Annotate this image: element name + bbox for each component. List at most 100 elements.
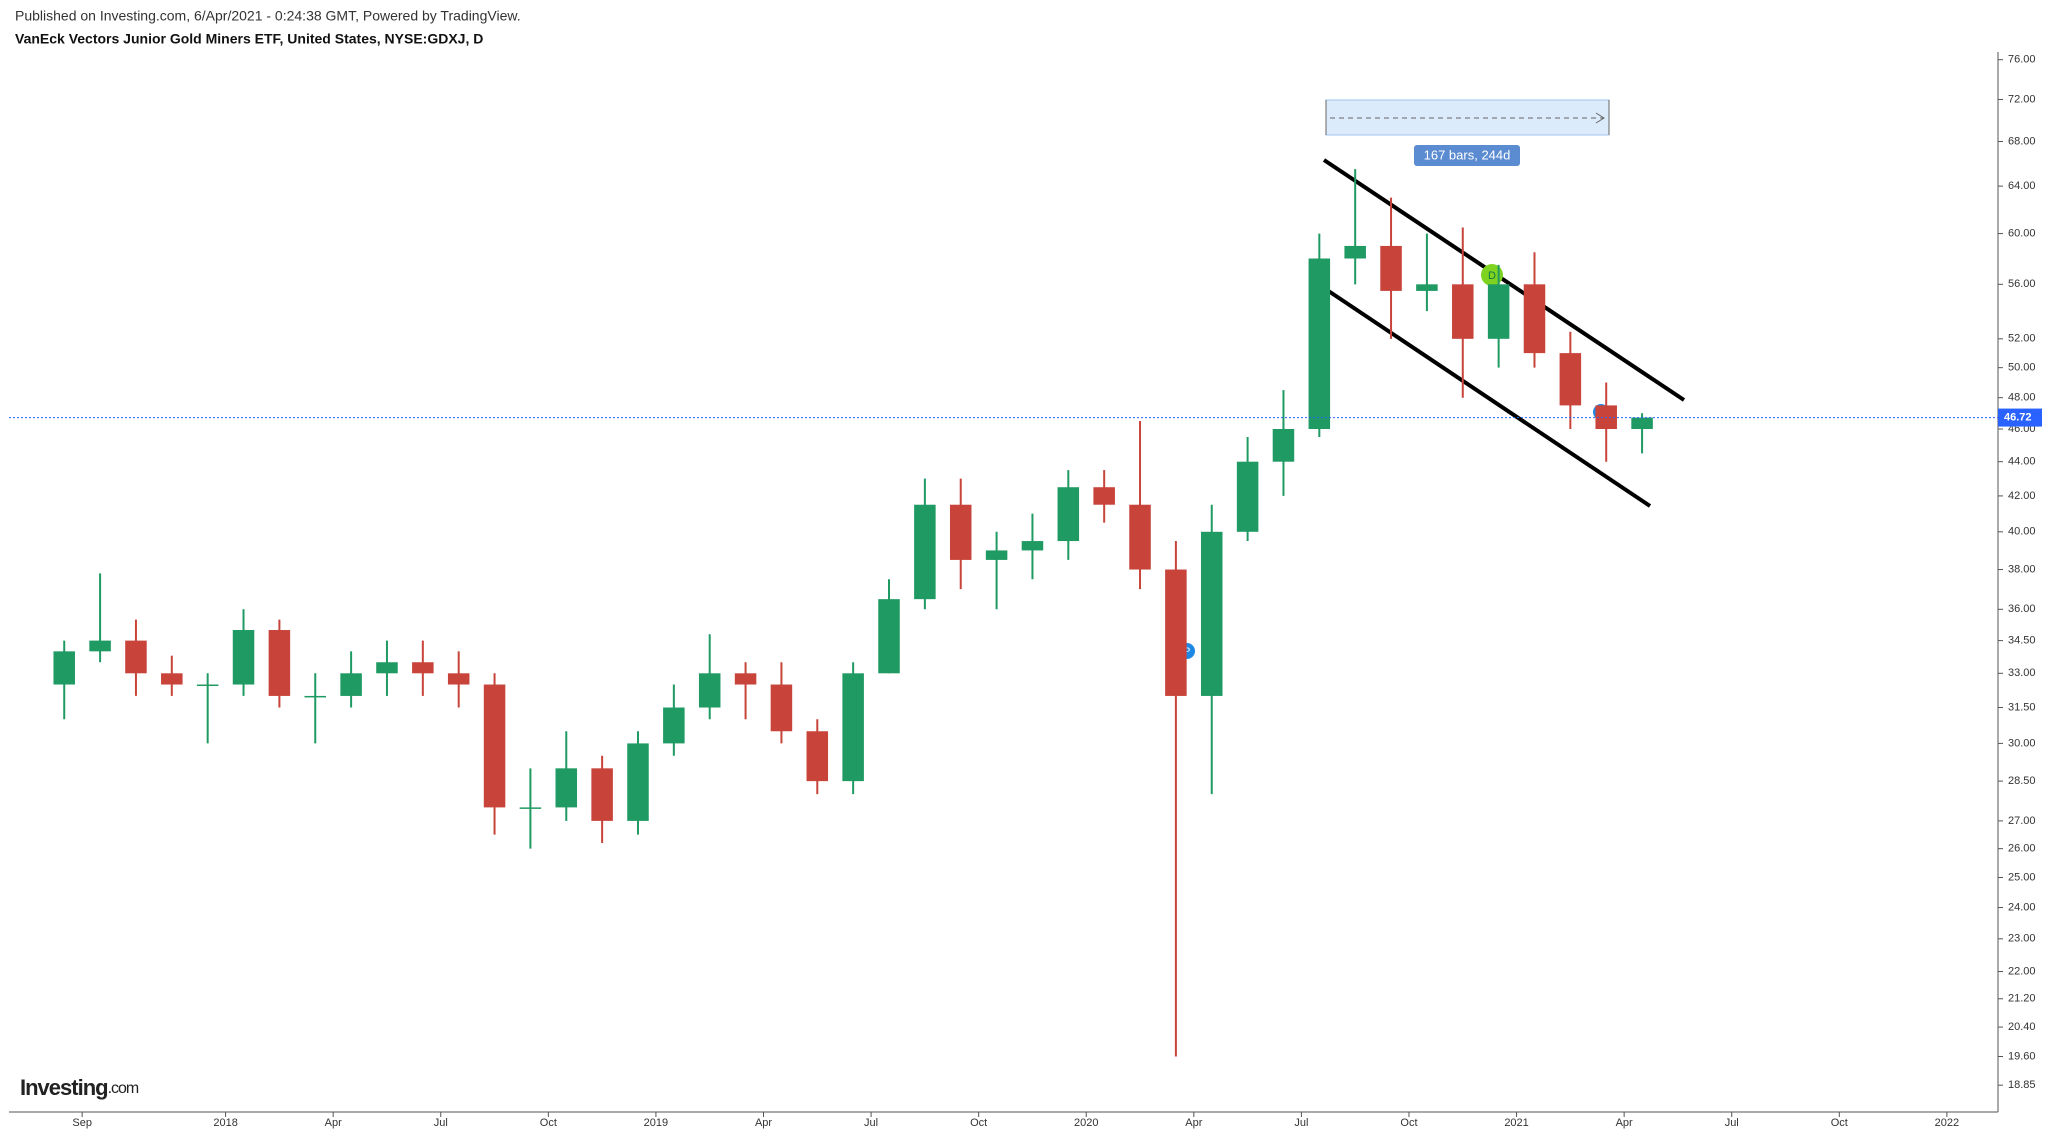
y-tick-label: 56.00 [2008, 278, 2036, 290]
candle-body [985, 550, 1008, 560]
y-tick-label: 33.00 [2008, 667, 2036, 679]
y-tick-label: 44.00 [2008, 456, 2036, 468]
candle-body [1559, 353, 1582, 406]
y-tick-label: 28.50 [2008, 775, 2036, 787]
range-label: 167 bars, 244d [1424, 147, 1511, 162]
channel-upper [1322, 158, 1686, 402]
x-tick-label: Jul [1294, 1117, 1308, 1129]
candle-body [1416, 284, 1438, 291]
y-tick-label: 27.00 [2008, 815, 2036, 827]
candle-body [949, 504, 972, 560]
candle-body [1093, 487, 1115, 505]
candle-body [627, 743, 649, 821]
candle-body [1272, 429, 1295, 462]
candle-body [1200, 531, 1223, 696]
x-tick-label: Jul [864, 1117, 878, 1129]
y-tick-label: 40.00 [2008, 526, 2036, 538]
x-tick-label: Apr [755, 1117, 772, 1129]
x-tick-label: Oct [970, 1117, 987, 1129]
x-tick-label: 2018 [213, 1117, 237, 1129]
x-tick-label: Oct [540, 1117, 557, 1129]
candle-body [196, 684, 219, 687]
y-tick-label: 72.00 [2008, 93, 2036, 105]
logo-suffix: .com [108, 1080, 139, 1097]
candle-body [376, 662, 398, 674]
y-tick-label: 38.00 [2008, 563, 2036, 575]
x-tick-label: Jul [434, 1117, 448, 1129]
y-tick-label: 21.20 [2008, 993, 2036, 1005]
x-tick-label: Oct [1831, 1117, 1848, 1129]
x-tick-label: 2019 [644, 1117, 668, 1129]
published-line: Published on Investing.com, 6/Apr/2021 -… [15, 8, 521, 24]
candle-body [1380, 245, 1402, 291]
candle-body [232, 630, 255, 685]
candle-body [1021, 541, 1044, 551]
candle-body [1631, 417, 1653, 430]
candle-body [591, 768, 613, 821]
last-price-box [1998, 408, 2042, 427]
x-tick-label: Apr [1616, 1117, 1633, 1129]
candle-body [519, 807, 542, 809]
x-tick-label: Apr [1185, 1117, 1202, 1129]
y-tick-label: 19.60 [2008, 1050, 2036, 1062]
candle-body [1129, 504, 1151, 570]
x-tick-label: 2021 [1504, 1117, 1528, 1129]
y-tick-label: 36.00 [2008, 603, 2036, 615]
y-tick-label: 60.00 [2008, 227, 2036, 239]
candle-body [698, 673, 721, 708]
y-tick-label: 22.00 [2008, 965, 2036, 977]
candle-body [1236, 461, 1259, 532]
candle-body [1308, 258, 1331, 430]
candle-body [1452, 284, 1474, 339]
logo: Investing.com [20, 1075, 139, 1100]
y-tick-label: 42.00 [2008, 490, 2036, 502]
candle-body [914, 504, 936, 600]
y-tick-label: 52.00 [2008, 333, 2036, 345]
y-tick-label: 23.00 [2008, 933, 2036, 945]
y-tick-label: 76.00 [2008, 54, 2036, 66]
candle-body [447, 673, 470, 685]
candle-body [483, 684, 506, 808]
candle-body [555, 768, 578, 808]
candle-body [1523, 284, 1546, 354]
candle-body [842, 673, 864, 782]
x-tick-label: 2022 [1935, 1117, 1959, 1129]
candle-body [89, 640, 111, 652]
last-price-label: 46.72 [2004, 411, 2032, 423]
candle-body [806, 731, 829, 782]
y-tick-label: 31.50 [2008, 701, 2036, 713]
candle-body [125, 640, 147, 674]
x-tick-label: Apr [325, 1117, 342, 1129]
y-tick-label: 30.00 [2008, 737, 2036, 749]
logo-brand: Investing [20, 1075, 108, 1100]
x-tick-label: Oct [1400, 1117, 1417, 1129]
range-arrow-head [1595, 112, 1605, 124]
x-tick-label: 2020 [1074, 1117, 1098, 1129]
candle-body [878, 599, 900, 674]
marker-p-label: P [1184, 647, 1191, 658]
candle-body [734, 673, 757, 685]
marker-d [1481, 264, 1503, 286]
candle-body [1057, 487, 1080, 542]
candle-body [268, 630, 291, 696]
candle-body [161, 673, 183, 685]
x-tick-label: Jul [1725, 1117, 1739, 1129]
x-tick-label: Sep [72, 1117, 92, 1129]
y-tick-label: 50.00 [2008, 362, 2036, 374]
candle-body [412, 662, 434, 674]
candle-body [663, 707, 685, 744]
y-tick-label: 26.00 [2008, 843, 2036, 855]
y-tick-label: 68.00 [2008, 135, 2036, 147]
candle-body [340, 673, 362, 696]
candle-body [1344, 245, 1366, 259]
marker-d-label: D [1488, 270, 1496, 282]
y-tick-label: 25.00 [2008, 871, 2036, 883]
y-tick-label: 20.40 [2008, 1021, 2036, 1033]
candle-body [770, 684, 793, 732]
y-tick-label: 18.85 [2008, 1079, 2036, 1091]
candle-body [304, 695, 327, 698]
candle-body [1487, 284, 1510, 339]
chart-title: VanEck Vectors Junior Gold Miners ETF, U… [15, 31, 483, 47]
